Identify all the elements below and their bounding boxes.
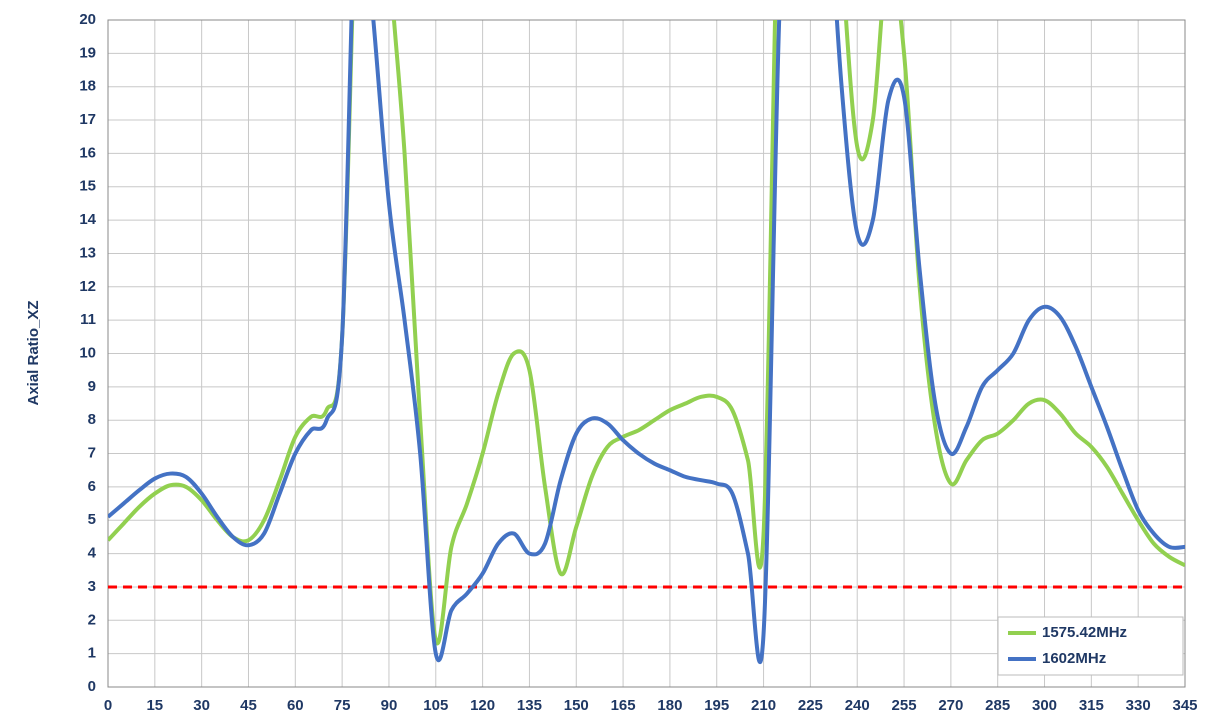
x-tick-label: 90 <box>381 697 398 714</box>
y-tick-label: 2 <box>88 611 96 628</box>
y-tick-label: 12 <box>79 278 96 295</box>
legend-box <box>997 616 1184 676</box>
y-tick-label: 0 <box>88 678 96 695</box>
y-tick-label: 14 <box>79 211 96 228</box>
x-tick-label: 135 <box>517 697 542 714</box>
x-tick-label: 45 <box>240 697 257 714</box>
y-tick-label: 17 <box>79 111 96 128</box>
y-tick-label: 1 <box>88 645 96 662</box>
y-tick-label: 16 <box>79 144 96 161</box>
y-tick-label: 15 <box>79 178 96 195</box>
plot-border <box>107 19 1186 688</box>
y-tick-label: 18 <box>79 78 96 95</box>
y-tick-label: 8 <box>88 411 96 428</box>
y-tick-label: 20 <box>79 11 96 28</box>
y-tick-label: 7 <box>88 445 96 462</box>
x-tick-label: 0 <box>104 697 112 714</box>
y-tick-label: 10 <box>79 344 96 361</box>
y-tick-label: 19 <box>79 44 96 61</box>
x-tick-label: 165 <box>611 697 636 714</box>
x-tick-label: 210 <box>751 697 776 714</box>
x-tick-label: 315 <box>1079 697 1104 714</box>
x-tick-label: 255 <box>892 697 917 714</box>
y-tick-label: 11 <box>80 311 96 328</box>
x-tick-label: 240 <box>845 697 870 714</box>
x-tick-label: 15 <box>146 697 163 714</box>
x-tick-label: 180 <box>657 697 682 714</box>
x-tick-label: 30 <box>193 697 210 714</box>
y-tick-label: 13 <box>79 244 96 261</box>
x-tick-label: 195 <box>704 697 729 714</box>
y-tick-label: 3 <box>88 578 96 595</box>
legend-label: 1602MHz <box>1042 650 1106 667</box>
x-tick-label: 300 <box>1032 697 1057 714</box>
x-tick-label: 285 <box>985 697 1010 714</box>
legend-label: 1575.42MHz <box>1042 624 1127 641</box>
y-tick-label: 9 <box>88 378 96 395</box>
x-tick-label: 150 <box>564 697 589 714</box>
x-tick-label: 120 <box>470 697 495 714</box>
y-axis-label: Axial Ratio_XZ <box>25 300 42 405</box>
y-tick-label: 4 <box>88 545 97 562</box>
x-tick-label: 105 <box>423 697 448 714</box>
x-tick-label: 345 <box>1172 697 1197 714</box>
plot-area <box>108 20 1185 665</box>
x-tick-label: 270 <box>938 697 963 714</box>
x-tick-label: 60 <box>287 697 304 714</box>
series-line <box>108 20 1185 646</box>
x-tick-label: 330 <box>1126 697 1151 714</box>
y-tick-label: 6 <box>88 478 96 495</box>
x-tick-label: 75 <box>334 697 351 714</box>
x-tick-label: 225 <box>798 697 823 714</box>
series-line <box>108 20 1185 665</box>
y-tick-label: 5 <box>88 511 96 528</box>
